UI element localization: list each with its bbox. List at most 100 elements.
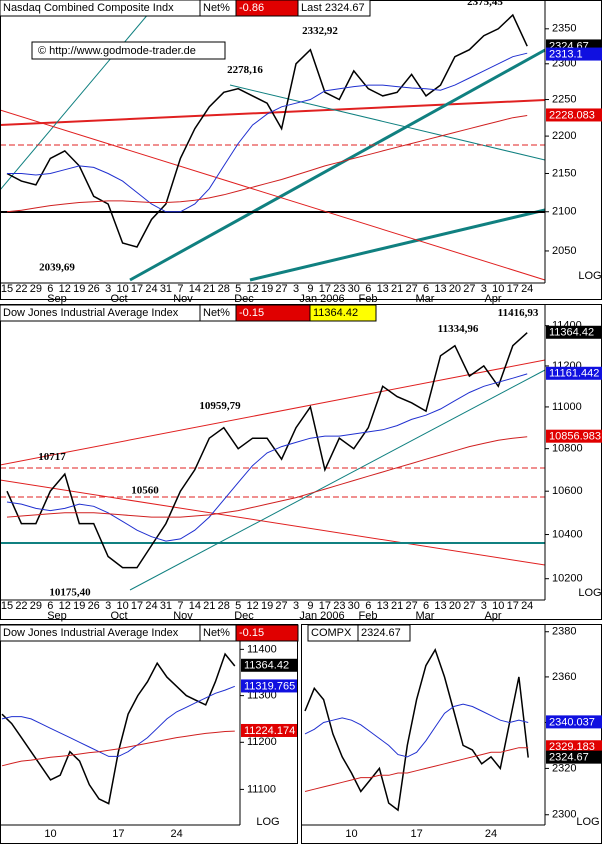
moving-average <box>6 373 528 542</box>
level-label: 2313.1 <box>549 48 583 60</box>
level-label: 11319.765 <box>244 680 295 692</box>
x-tick-label: 17 <box>131 283 143 295</box>
x-tick-label: 19 <box>261 600 273 612</box>
month-label: Nov <box>173 293 193 305</box>
x-tick-label: 24 <box>170 828 182 840</box>
month-label: Feb <box>359 293 378 305</box>
moving-average <box>6 115 528 213</box>
month-label: Apr <box>484 610 501 622</box>
x-tick-label: 22 <box>15 600 27 612</box>
month-label: Jan 2006 <box>299 293 344 305</box>
moving-average <box>6 436 528 518</box>
level-box <box>241 679 297 693</box>
x-tick-label: 22 <box>15 283 27 295</box>
month-label: Apr <box>484 293 501 305</box>
header-last: Last 2324.67 <box>301 2 365 14</box>
x-tick-label: 10 <box>345 828 357 840</box>
x-tick-label: 17 <box>410 828 422 840</box>
header-name: Dow Jones Industrial Average Index <box>3 627 179 639</box>
x-tick-label: 6 <box>365 283 371 295</box>
x-tick-label: 3 <box>293 283 299 295</box>
x-tick-label: 3 <box>105 600 111 612</box>
x-tick-label: 6 <box>365 600 371 612</box>
x-tick-label: 15 <box>1 600 13 612</box>
x-tick-label: 15 <box>1 283 13 295</box>
moving-average <box>1 730 235 767</box>
copyright-box <box>31 41 226 60</box>
x-tick-label: 27 <box>405 283 417 295</box>
scale-label: LOG <box>576 816 599 828</box>
x-tick-label: 27 <box>405 600 417 612</box>
annotation: 11416,93 <box>498 307 539 319</box>
annotation: 2039,69 <box>39 262 75 274</box>
level-box <box>241 658 297 672</box>
header-net: -0.15 <box>239 627 264 639</box>
x-tick-label: 10 <box>492 283 504 295</box>
month-label: Dec <box>234 293 254 305</box>
month-label: Nov <box>173 610 193 622</box>
x-tick-label: 17 <box>112 828 124 840</box>
y-tick-label: 11400 <box>247 643 277 655</box>
header-last: 2324.67 <box>361 627 401 639</box>
x-tick-label: 27 <box>463 600 475 612</box>
x-tick-label: 14 <box>189 283 201 295</box>
x-tick-label: 12 <box>247 600 259 612</box>
x-tick-label: 31 <box>160 283 172 295</box>
x-tick-label: 27 <box>463 283 475 295</box>
y-tick-label: 11100 <box>247 783 276 795</box>
level-label: 11161.442 <box>549 368 599 380</box>
x-tick-label: 3 <box>105 283 111 295</box>
header-name: Dow Jones Industrial Average Index <box>3 307 179 319</box>
x-tick-label: 31 <box>160 600 172 612</box>
y-tick-label: 10600 <box>552 485 583 497</box>
level-label: 2228.083 <box>549 109 595 121</box>
x-tick-label: 30 <box>348 283 360 295</box>
x-tick-label: 10 <box>44 828 56 840</box>
x-tick-label: 23 <box>333 283 345 295</box>
y-tick-label: 11300 <box>247 690 277 702</box>
annotation: 2332,92 <box>302 25 338 37</box>
x-tick-label: 20 <box>449 283 461 295</box>
y-tick-label: 10200 <box>552 573 583 585</box>
x-tick-label: 10 <box>116 283 128 295</box>
x-tick-label: 5 <box>235 283 241 295</box>
header-last: 11364.42 <box>313 307 358 319</box>
x-tick-label: 10 <box>116 600 128 612</box>
x-tick-label: 14 <box>189 600 201 612</box>
x-tick-label: 17 <box>319 600 331 612</box>
x-tick-label: 3 <box>481 600 487 612</box>
level-label: 2324.67 <box>549 752 589 764</box>
month-label: Mar <box>416 610 435 622</box>
y-tick-label: 2250 <box>552 93 576 105</box>
x-tick-label: 9 <box>307 283 313 295</box>
annotation: 11334,96 <box>438 323 479 335</box>
x-tick-label: 13 <box>377 283 389 295</box>
x-tick-label: 27 <box>275 600 287 612</box>
x-tick-label: 3 <box>293 600 299 612</box>
scale-label: LOG <box>578 587 601 599</box>
x-tick-label: 5 <box>235 600 241 612</box>
x-tick-label: 24 <box>521 600 533 612</box>
price-line <box>304 648 529 812</box>
price-line <box>6 13 528 248</box>
header-net-label: Net% <box>203 307 230 319</box>
y-tick-label: 2320 <box>552 762 576 774</box>
level-label: 2329.183 <box>549 741 595 753</box>
header-cell <box>297 0 371 17</box>
trend-line <box>0 109 546 281</box>
month-label: Oct <box>110 610 127 622</box>
x-tick-label: 7 <box>177 600 183 612</box>
x-tick-label: 17 <box>507 283 519 295</box>
x-tick-label: 29 <box>30 283 42 295</box>
x-tick-label: 12 <box>59 283 71 295</box>
annotation: 10560 <box>131 484 159 496</box>
month-label: Sep <box>47 610 67 622</box>
x-tick-label: 19 <box>73 283 85 295</box>
header-cell <box>235 624 299 642</box>
x-tick-label: 21 <box>391 600 403 612</box>
x-tick-label: 6 <box>47 283 53 295</box>
x-tick-label: 27 <box>275 283 287 295</box>
x-tick-label: 23 <box>333 600 345 612</box>
header-name: Nasdaq Combined Composite Indx <box>3 2 174 14</box>
